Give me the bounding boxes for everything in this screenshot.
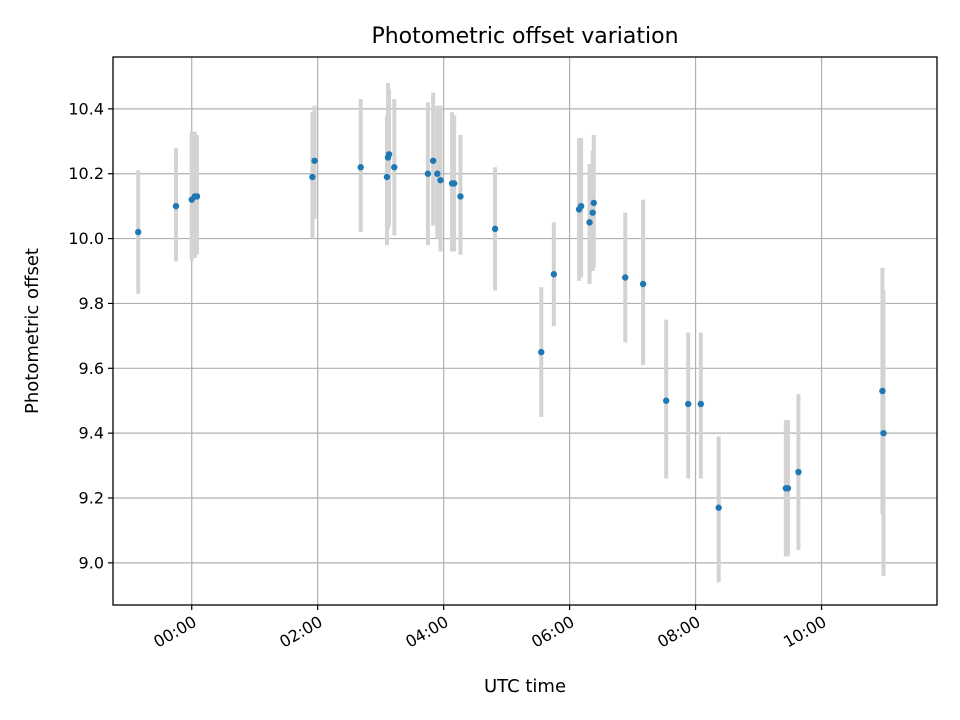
y-tick-label: 9.2	[79, 488, 104, 507]
y-tick-label: 10.4	[68, 99, 104, 118]
y-tick-label: 9.0	[79, 553, 104, 572]
grid	[113, 57, 937, 605]
data-point	[538, 348, 545, 356]
data-point	[577, 202, 585, 210]
data-point	[784, 485, 792, 492]
data-point	[172, 202, 180, 210]
data-point	[639, 280, 647, 288]
data-point	[429, 157, 437, 164]
data-point	[662, 397, 670, 404]
data-points	[134, 151, 887, 511]
y-tick-label: 9.4	[79, 424, 104, 443]
y-axis-label: Photometric offset	[22, 248, 43, 414]
data-point	[437, 177, 444, 184]
data-point	[715, 504, 722, 511]
data-point	[550, 271, 558, 278]
data-point	[589, 209, 596, 216]
data-point	[357, 164, 364, 171]
data-point	[880, 429, 887, 437]
data-point	[193, 193, 201, 200]
data-point	[685, 400, 692, 408]
data-point	[434, 170, 441, 177]
y-tick-label: 9.8	[79, 294, 104, 313]
y-tick-label: 10.0	[68, 229, 104, 248]
data-point	[309, 173, 316, 181]
data-point	[795, 468, 802, 476]
data-point	[586, 219, 593, 226]
data-point	[697, 400, 705, 408]
data-point	[622, 274, 629, 281]
data-point	[391, 164, 398, 171]
chart-title: Photometric offset variation	[371, 24, 678, 49]
plot-frame	[112, 56, 938, 606]
data-point	[457, 193, 464, 200]
data-point	[450, 180, 458, 187]
data-point	[385, 151, 393, 158]
data-point	[491, 225, 499, 233]
y-tick-label: 10.2	[68, 164, 104, 183]
data-point	[424, 170, 432, 177]
data-point	[311, 157, 318, 164]
x-axis-label: UTC time	[484, 676, 566, 697]
data-point	[879, 387, 886, 395]
data-point	[383, 173, 391, 181]
data-point	[590, 199, 597, 207]
y-tick-label: 9.6	[79, 359, 104, 378]
data-point	[134, 228, 142, 236]
